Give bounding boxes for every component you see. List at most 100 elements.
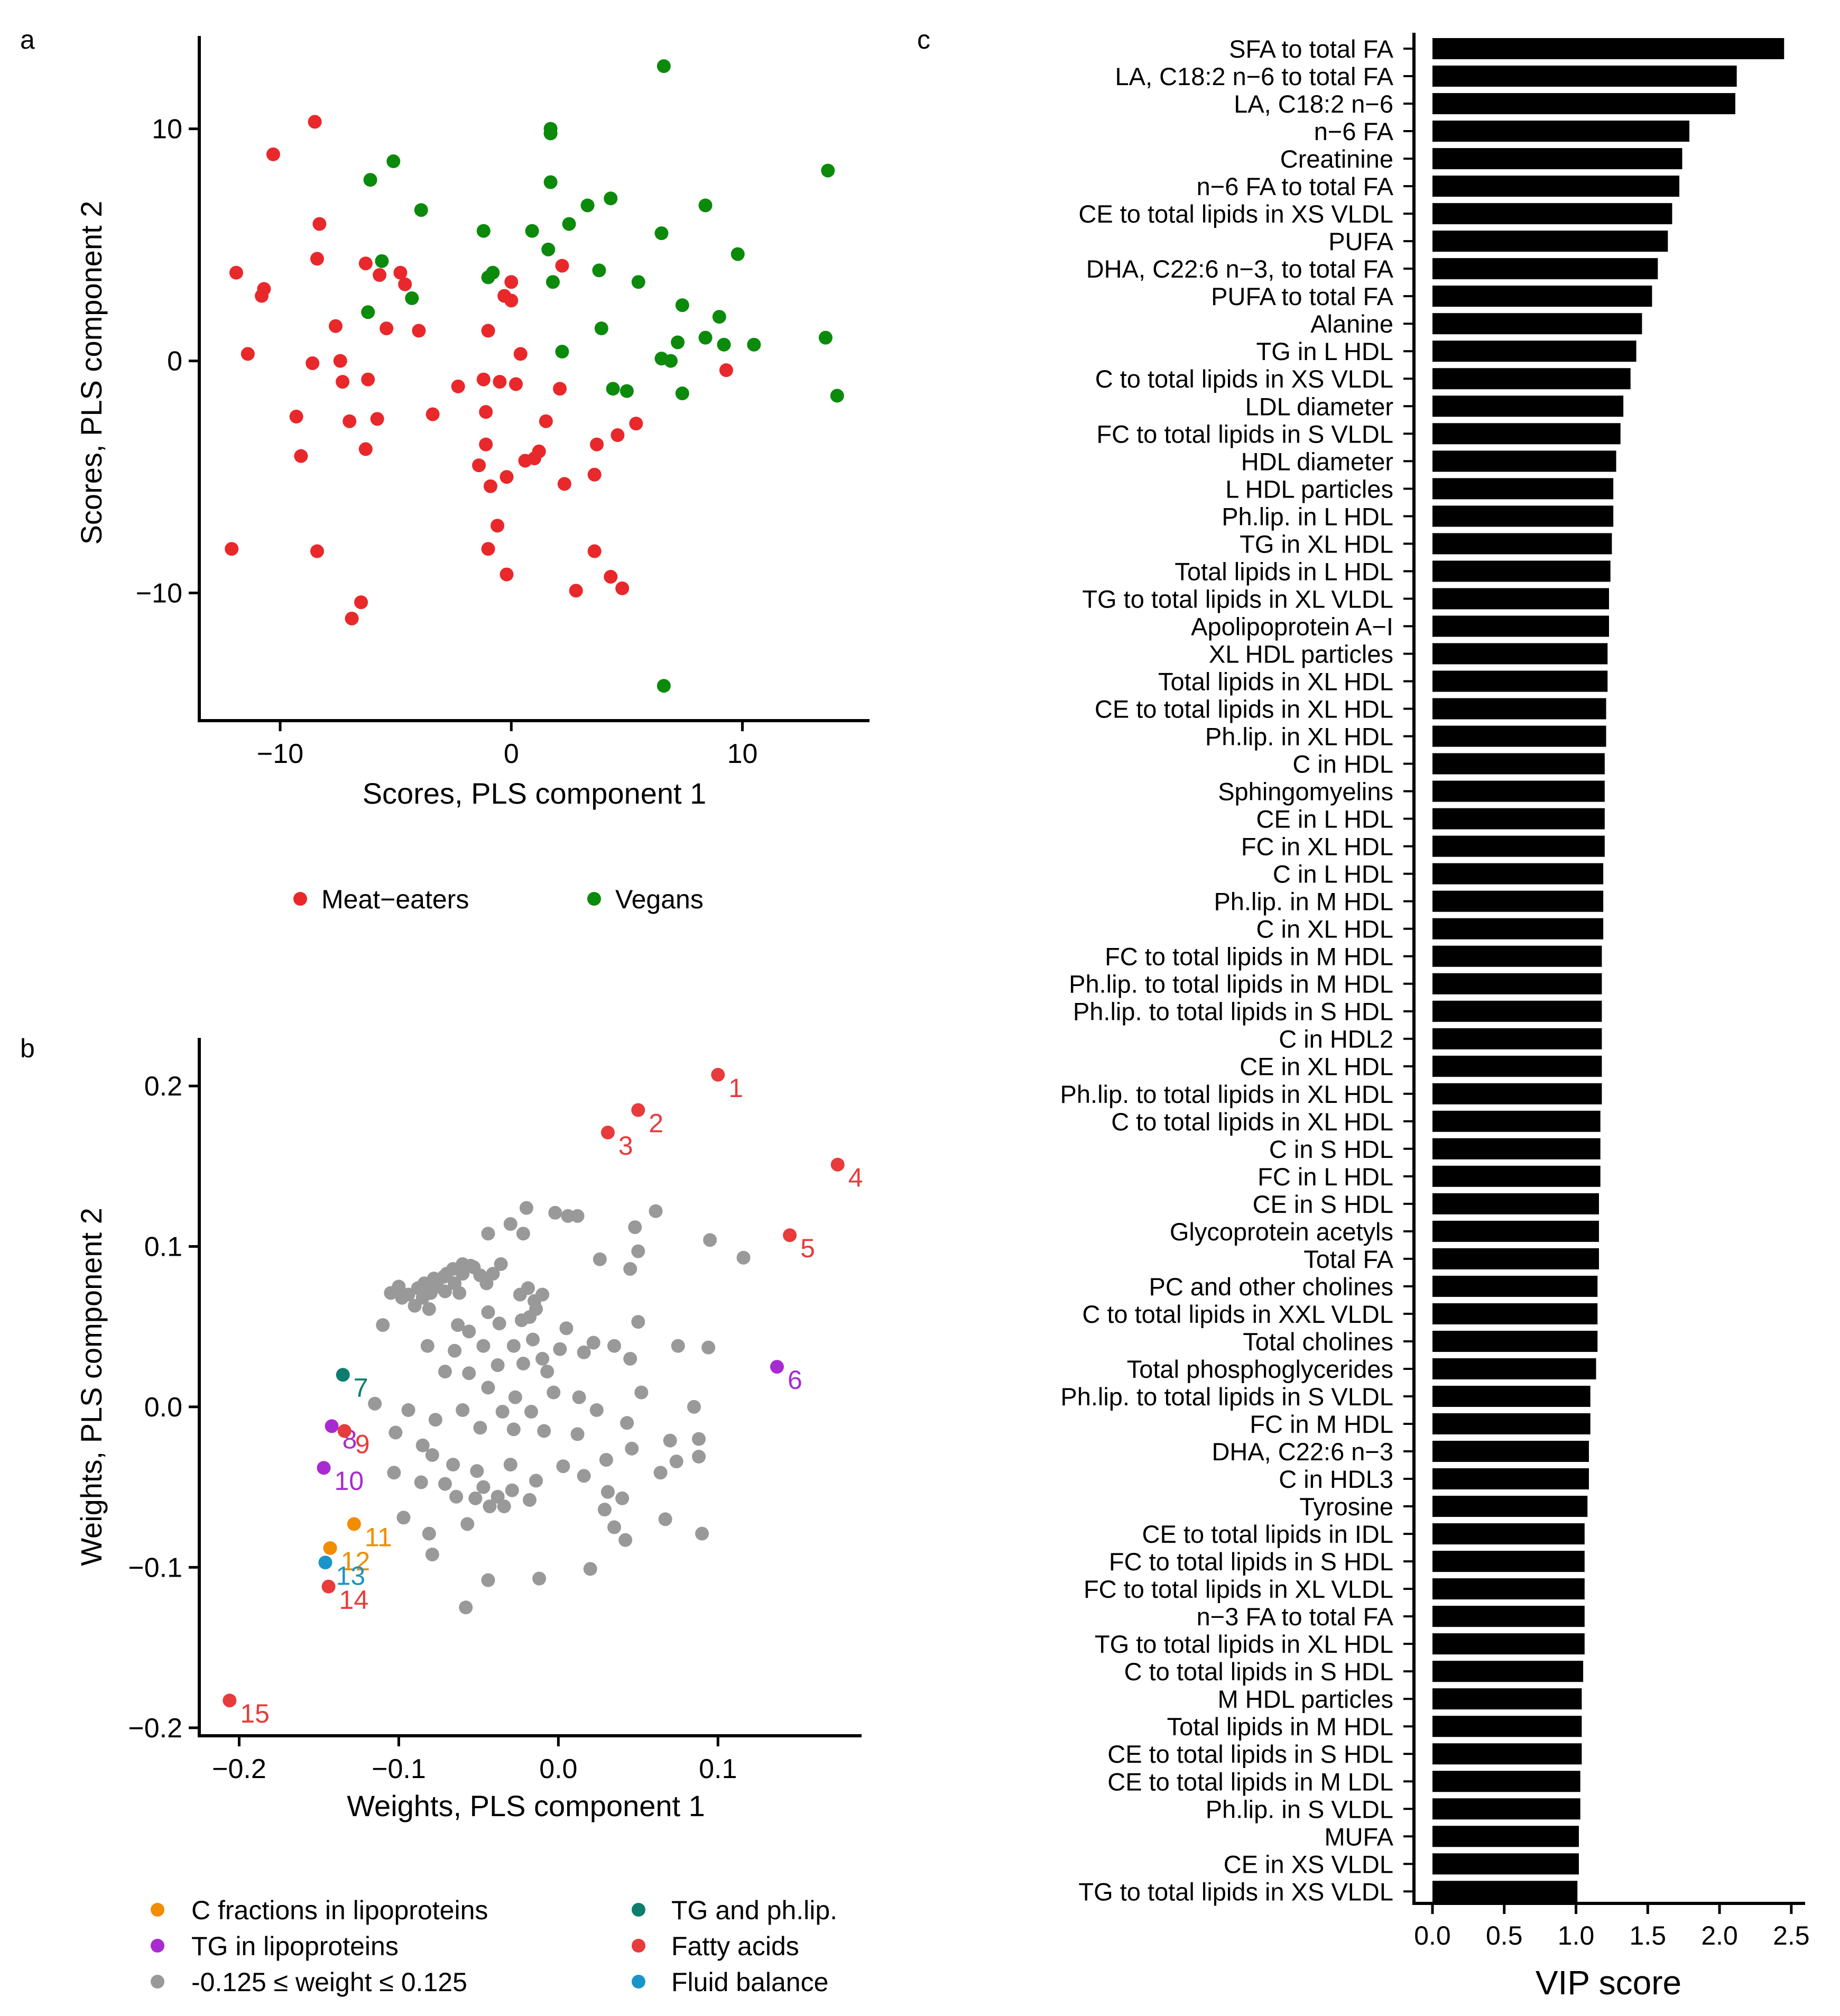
panel-b-xtick-label-0: −0.2 (212, 1754, 266, 1784)
weight-point-63 (671, 1339, 685, 1353)
weight-point-53 (631, 1315, 645, 1329)
vip-category-label-53: Tyrosine (1299, 1493, 1393, 1521)
weight-point-45 (514, 1313, 529, 1328)
vip-category-label-6: CE to total lipids in XS VLDL (1078, 200, 1393, 228)
weight-point-74 (547, 1385, 561, 1400)
weight-point-68 (516, 1357, 530, 1370)
weight-point-129 (481, 1573, 495, 1587)
weight-point-73 (508, 1390, 522, 1404)
vip-bar-59 (1432, 1661, 1584, 1682)
weight-point-103 (387, 1466, 401, 1480)
vip-bar-48 (1432, 1358, 1596, 1379)
vip-bar-64 (1432, 1798, 1580, 1820)
meat-eater-point-8 (373, 268, 387, 282)
weight-point-47 (422, 1302, 436, 1316)
vip-category-label-25: Ph.lip. in XL HDL (1205, 723, 1393, 751)
weight-point-78 (368, 1396, 382, 1411)
legend-c-fractions-marker (151, 1903, 164, 1917)
vip-bar-7 (1432, 231, 1668, 252)
vegan-point-22 (405, 291, 419, 306)
legend-vegans-marker (587, 892, 601, 906)
vip-bar-17 (1432, 505, 1614, 527)
weight-point-59 (553, 1342, 567, 1356)
vip-bar-47 (1432, 1330, 1598, 1352)
vip-category-label-52: C in HDL3 (1279, 1465, 1393, 1493)
weight-point-35 (408, 1299, 422, 1313)
weight-point-110 (505, 1483, 519, 1497)
weight-point-67 (491, 1358, 505, 1373)
vip-bar-60 (1432, 1688, 1582, 1710)
vip-category-label-42: CE in S HDL (1253, 1190, 1393, 1218)
weight-point-128 (583, 1562, 597, 1576)
vip-category-label-26: C in HDL (1292, 750, 1393, 778)
vip-category-label-8: DHA, C22:6 n−3, to total FA (1086, 255, 1394, 283)
weight-point-70 (535, 1351, 550, 1366)
weight-point-117 (396, 1511, 411, 1525)
weight-point-131 (532, 1571, 547, 1586)
weight-point-26 (456, 1257, 470, 1271)
meat-eater-point-12 (380, 321, 394, 336)
panel-a-xtick-label-1: 0 (504, 739, 519, 769)
panel-a-xlabel: Scores, PLS component 1 (363, 777, 707, 810)
weight-point-81 (456, 1403, 470, 1417)
weight-point-64 (701, 1340, 716, 1355)
weight-point-89 (620, 1416, 634, 1430)
panel-a-xtick-label-0: −10 (257, 739, 303, 769)
vegan-point-34 (663, 354, 678, 368)
labeled-point-1 (711, 1067, 725, 1082)
weight-point-55 (448, 1343, 462, 1358)
vip-bar-25 (1432, 725, 1606, 747)
meat-eater-point-35 (479, 405, 493, 419)
vegan-point-23 (361, 305, 375, 319)
weight-point-5 (481, 1227, 495, 1241)
vip-category-label-44: Total FA (1303, 1245, 1393, 1273)
panel-b-label: b (20, 1034, 35, 1063)
weight-point-65 (438, 1365, 452, 1379)
vip-category-label-50: FC in M HDL (1250, 1410, 1393, 1438)
meat-eater-point-50 (491, 519, 505, 533)
vip-bar-43 (1432, 1220, 1599, 1242)
weight-point-84 (506, 1422, 521, 1437)
legend-fatty-acids-marker (632, 1939, 645, 1953)
vip-category-label-45: PC and other cholines (1149, 1273, 1393, 1301)
vegan-point-38 (821, 163, 835, 178)
vip-category-label-0: SFA to total FA (1229, 35, 1394, 63)
vip-category-label-59: C to total lipids in S HDL (1124, 1658, 1393, 1686)
panel-c-xlabel: VIP score (1536, 1964, 1681, 2002)
panel-a-legend: Meat−eaters Vegans (293, 885, 704, 914)
vip-category-label-61: Total lipids in M HDL (1167, 1713, 1393, 1741)
weight-point-62 (607, 1339, 622, 1353)
panel-c-xtick-label-0: 0.0 (1414, 1921, 1451, 1950)
weight-point-72 (481, 1380, 495, 1395)
labeled-point-text-6: 6 (788, 1365, 802, 1395)
vip-bar-8 (1432, 258, 1658, 280)
vip-bar-1 (1432, 66, 1737, 87)
weight-point-108 (476, 1480, 491, 1494)
vip-category-label-67: TG to total lipids in XS VLDL (1078, 1877, 1393, 1905)
labeled-point-6 (770, 1360, 784, 1374)
weight-point-104 (414, 1475, 428, 1489)
meat-eater-point-7 (358, 256, 373, 271)
panel-a-ylabel: Scores, PLS component 2 (75, 201, 108, 545)
meat-eater-point-23 (294, 449, 308, 463)
weight-point-71 (623, 1351, 637, 1366)
vip-bar-40 (1432, 1138, 1601, 1159)
panel-b-ytick-label-0: −0.2 (128, 1713, 182, 1744)
legend-tg-lipo-label: TG in lipoproteins (191, 1931, 399, 1961)
vegan-point-6 (414, 203, 428, 217)
vegan-point-4 (386, 154, 401, 169)
vip-bar-37 (1432, 1055, 1602, 1077)
vip-bar-58 (1432, 1633, 1585, 1655)
weight-point-38 (479, 1276, 494, 1291)
vip-category-label-28: CE in L HDL (1256, 805, 1393, 833)
weight-point-98 (599, 1453, 613, 1467)
vip-bar-63 (1432, 1771, 1580, 1792)
weight-point-85 (524, 1405, 539, 1419)
vegan-point-20 (631, 275, 645, 289)
vegan-point-30 (717, 337, 731, 352)
vegan-point-1 (543, 126, 558, 141)
vip-bar-5 (1432, 176, 1680, 197)
vip-category-label-38: Ph.lip. to total lipids in XL HDL (1060, 1080, 1393, 1108)
meat-eater-point-24 (426, 407, 440, 421)
